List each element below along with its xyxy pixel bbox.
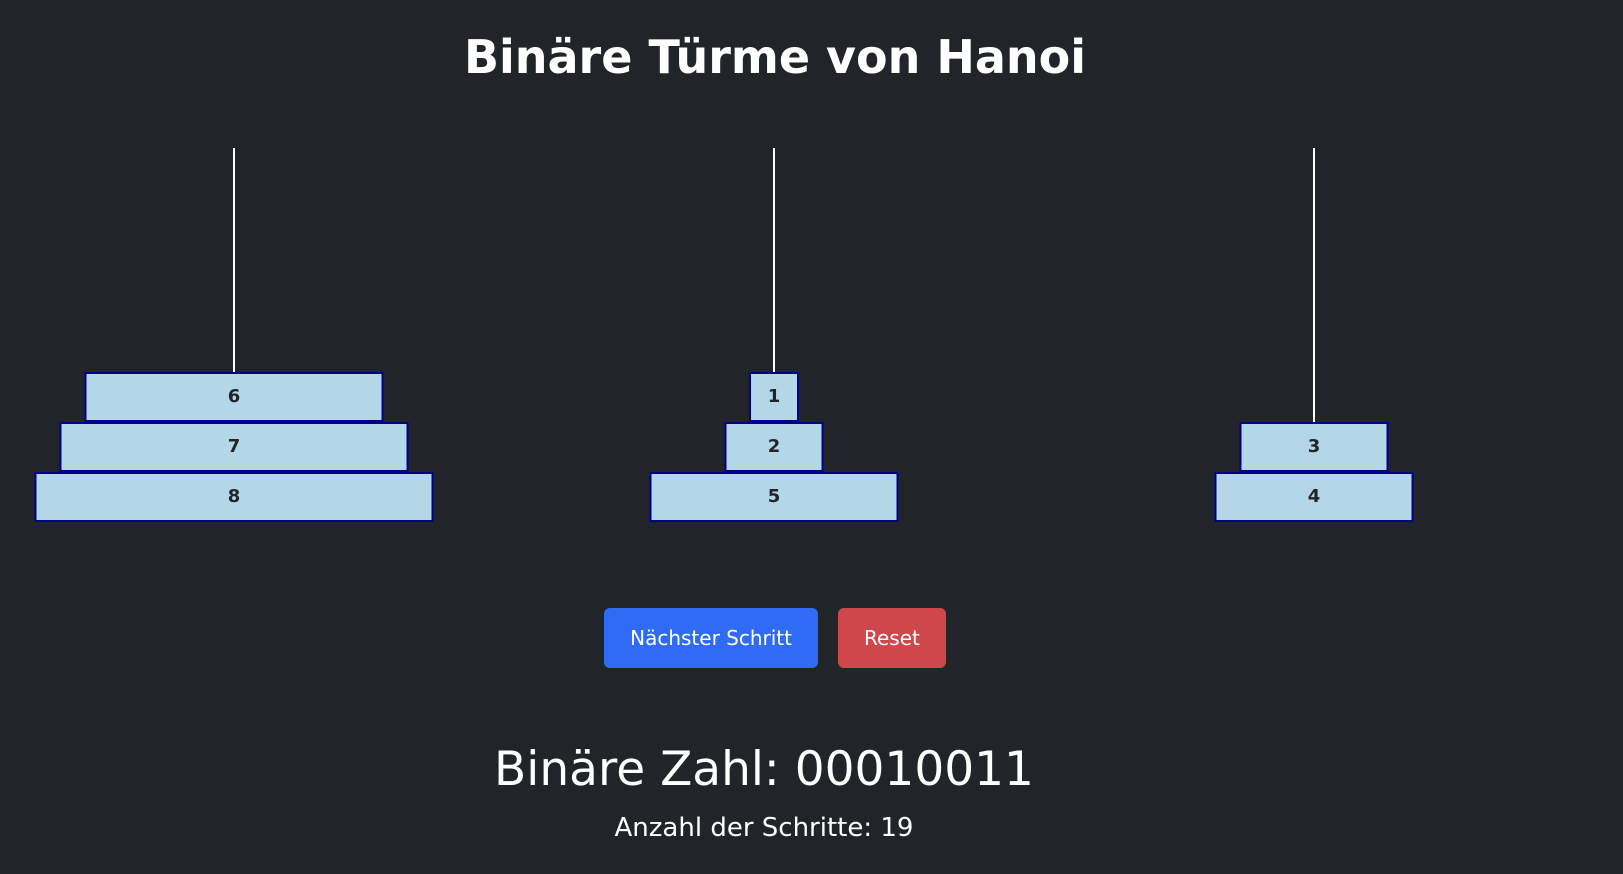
tower-rod [1313,148,1315,522]
disk-2[interactable]: 2 [724,422,824,472]
next-step-button[interactable]: Nächster Schritt [604,608,818,668]
disk-4[interactable]: 4 [1214,472,1414,522]
tower-rod [773,148,775,522]
step-count-display: Anzahl der Schritte: 19 [614,813,914,843]
page-title: Binäre Türme von Hanoi [463,30,1087,84]
tower-3[interactable]: 3 4 [1104,148,1524,522]
disk-6[interactable]: 6 [84,372,384,422]
tower-1[interactable]: 6 7 8 [24,148,444,522]
disk-5[interactable]: 5 [649,472,899,522]
disk-8[interactable]: 8 [34,472,434,522]
tower-rod [233,148,235,522]
disk-3[interactable]: 3 [1239,422,1389,472]
tower-2[interactable]: 1 2 5 [564,148,984,522]
reset-button[interactable]: Reset [838,608,946,668]
disk-7[interactable]: 7 [59,422,409,472]
controls: Nächster Schritt Reset [0,608,1550,668]
disk-1[interactable]: 1 [749,372,799,422]
binary-number-display: Binäre Zahl: 00010011 [494,742,1034,797]
